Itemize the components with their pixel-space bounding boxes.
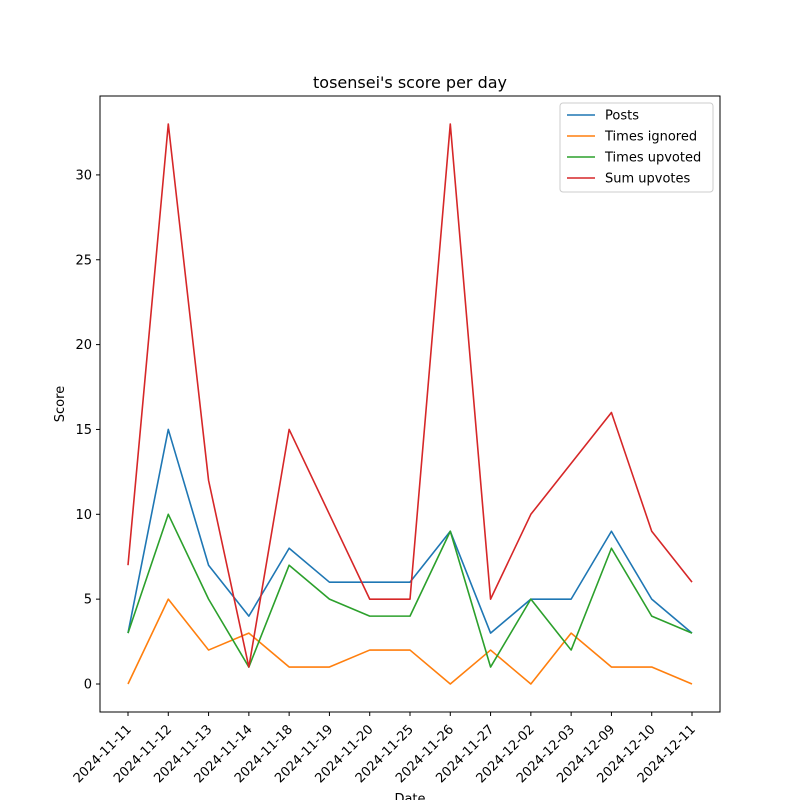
legend-label: Posts (605, 109, 639, 124)
y-tick-label: 30 (75, 168, 92, 183)
y-tick-label: 10 (75, 508, 92, 523)
legend-box (559, 102, 714, 193)
legend-label: Times upvoted (604, 151, 701, 166)
legend-label: Sum upvotes (605, 172, 691, 187)
y-tick-label: 0 (84, 678, 92, 693)
x-axis: 2024-11-112024-11-122024-11-132024-11-14… (71, 712, 699, 786)
x-axis-title: Date (394, 792, 425, 800)
series-line-times-ignored (127, 598, 693, 685)
series-lines (127, 123, 693, 685)
y-tick-label: 20 (75, 338, 92, 353)
series-line-times-upvoted (127, 513, 693, 668)
legend-label: Times ignored (604, 130, 697, 145)
legend: Posts Times ignored Times upvoted Sum upvot… (559, 102, 714, 193)
series-line-posts (127, 428, 693, 634)
y-tick-label: 25 (75, 253, 92, 268)
y-tick-label: 15 (75, 423, 92, 438)
y-axis-title: Score (53, 386, 68, 422)
y-tick-label: 5 (84, 593, 92, 608)
y-axis: 0 5 10 15 20 25 30 (75, 168, 100, 693)
series-line-sum-upvotes (127, 123, 693, 668)
chart-title: tosensei's score per day (313, 73, 507, 92)
